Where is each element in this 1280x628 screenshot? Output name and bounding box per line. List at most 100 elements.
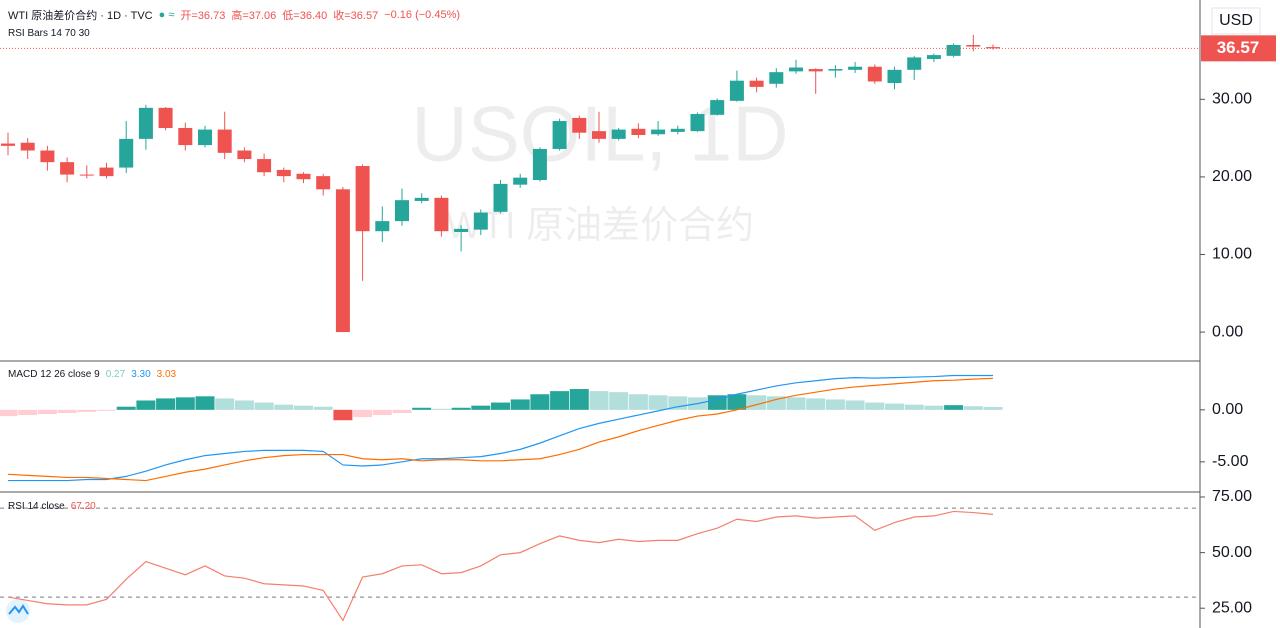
macd-histogram-bar [904,404,924,410]
indicator-label: RSI Bars 14 70 30 [8,28,90,39]
candle-body [749,80,764,87]
rsi-value: 67.20 [70,501,96,512]
macd-histogram-bar [707,395,727,410]
candle-body [651,129,666,135]
y-tick-label: 10.00 [1212,246,1252,263]
macd-signal-value: 3.03 [156,369,177,380]
macd-hist-value: 0.27 [105,369,126,380]
signal-line [7,377,994,482]
macd-histogram-bar [372,409,392,416]
macd-histogram-bar [0,409,18,417]
candle-body [158,107,173,129]
candle-body [552,121,567,149]
macd-histogram-bar [97,409,116,411]
macd-histogram-bar [648,395,668,410]
currency-box [1211,7,1261,35]
candle-body [198,129,212,146]
candle-body [848,66,863,70]
macd-histogram-bar [845,400,865,410]
macd-histogram-bar [628,394,648,410]
candle-body [217,129,232,153]
candle-body [572,117,587,133]
macd-histogram-bar [786,397,806,410]
candle-body [729,80,744,101]
candle-body [395,200,409,222]
macd-histogram-bar [116,406,136,410]
candle-body [907,57,922,70]
candle-body [434,197,449,232]
macd-histogram-bar [530,394,550,410]
rsi-title: RSI 14 close [8,501,65,512]
candle-body [276,169,291,177]
main-legend: WTI 原油差价合约 · 1D · TVC ● ≈ 开=36.73 高=37.0… [8,7,460,23]
candle-body [454,228,469,232]
last-price-label: 36.57 [1217,38,1260,57]
candle-body [99,167,114,177]
candle-body [40,150,55,163]
macd-histogram-bar [766,396,786,410]
y-tick-label: 0.00 [1212,323,1243,340]
candle-body [670,128,685,132]
macd-histogram-bar [431,408,451,410]
logo [6,599,30,623]
y-tick-label: 20.00 [1212,168,1252,185]
candle-body [414,197,429,201]
candle-body [335,189,350,333]
candle-body [828,69,843,71]
macd-histogram-bar [392,409,412,413]
candle-body [355,166,370,232]
candle-body [60,162,75,175]
candle-body [237,150,252,160]
macd-histogram-bar [924,405,944,410]
macd-line [8,374,993,482]
legend-high: 高=37.06 [231,10,277,22]
candle-body [473,212,488,230]
candle-body [887,69,902,84]
y-tick-label: 25.00 [1212,599,1252,616]
symbol-title: WTI 原油差价合约 · 1D · TVC [8,10,153,22]
macd-histogram-bar [37,409,57,414]
legend-open: 开=36.73 [180,10,226,22]
y-tick-label: -5.00 [1212,453,1249,470]
candle-body [178,128,193,146]
candle-body [79,174,94,176]
macd-histogram-bar [313,406,333,410]
macd-histogram-bar [727,394,747,410]
candle-body [808,69,823,72]
macd-histogram-bar [215,398,235,410]
candle-body [710,100,725,115]
rsi-legend: RSI 14 close 67.20 [8,501,96,512]
macd-histogram-bar [136,400,156,410]
y-tick-label: 50.00 [1212,544,1252,561]
candle-body [513,177,528,185]
legend-close: 收=36.57 [333,10,379,22]
y-tick-label: 30.00 [1212,91,1252,108]
candle-body [631,128,646,135]
macd-histogram-bar [609,392,629,410]
macd-histogram-bar [825,399,845,410]
candle-body [946,45,961,56]
macd-histogram-bar [353,409,373,418]
macd-histogram-bar [333,409,353,421]
candle-body [316,176,331,190]
macd-histogram-bar [550,391,570,410]
macd-value: 3.30 [131,369,151,380]
macd-histogram-bar [18,409,38,416]
macd-title: MACD 12 26 close 9 [8,369,100,380]
macd-histogram-bar [254,402,274,410]
watermark: WTI 原油差价合约 [446,205,754,247]
candle-body [926,55,941,59]
candle-body [119,138,134,168]
macd-histogram-bar [294,405,313,410]
macd-histogram-bar [569,389,589,410]
candle-body [1,143,15,146]
macd-histogram-bar [451,407,471,410]
candle-body [257,159,272,173]
y-tick-label: 0.00 [1212,401,1243,418]
status-icon: ● ≈ [158,9,175,21]
y-tick-label: 75.00 [1212,488,1252,505]
macd-legend: MACD 12 26 close 9 0.27 3.30 3.03 [8,369,176,380]
candle-body [296,173,311,180]
